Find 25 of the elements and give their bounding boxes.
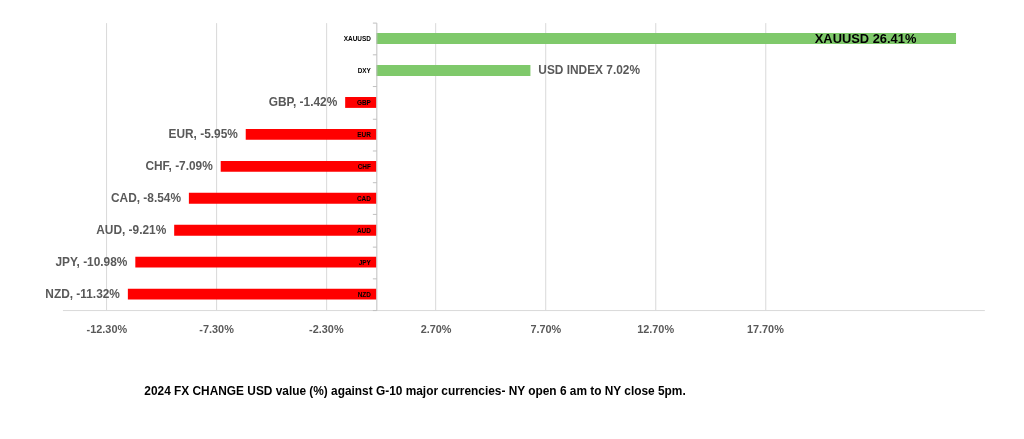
- x-tick-label: 2.70%: [420, 323, 452, 336]
- data-label: JPY, -10.98%: [55, 255, 128, 270]
- x-tick-label: 12.70%: [637, 323, 675, 336]
- bar: [174, 224, 377, 236]
- x-tick-label: -2.30%: [309, 323, 344, 336]
- bar: [188, 192, 377, 204]
- bar: [127, 288, 377, 300]
- bar: [376, 65, 531, 76]
- text: 2024 FX CHANGE USD value (%) against G-10 major currencies- NY open 6 am to NY close 5pm.: [144, 384, 686, 399]
- x-tick-label: -12.30%: [86, 323, 128, 336]
- data-label: XAUUSD 26.41%: [814, 30, 917, 46]
- data-label: EUR, -5.95%: [168, 127, 239, 142]
- x-tick-label: 7.70%: [530, 323, 562, 336]
- data-label: GBP, -1.42%: [268, 95, 338, 110]
- data-label: CHF, -7.09%: [145, 159, 214, 174]
- data-label: AUD, -9.21%: [96, 223, 167, 238]
- bar: [245, 128, 377, 140]
- data-label: USD INDEX 7.02%: [538, 63, 641, 78]
- bar: [376, 33, 957, 45]
- bar: [220, 160, 377, 172]
- bar: [135, 256, 377, 268]
- x-tick-label: -7.30%: [199, 323, 235, 336]
- x-tick-label: 17.70%: [746, 323, 785, 336]
- data-label: NZD, -11.32%: [45, 287, 121, 302]
- data-label: CAD, -8.54%: [111, 191, 182, 206]
